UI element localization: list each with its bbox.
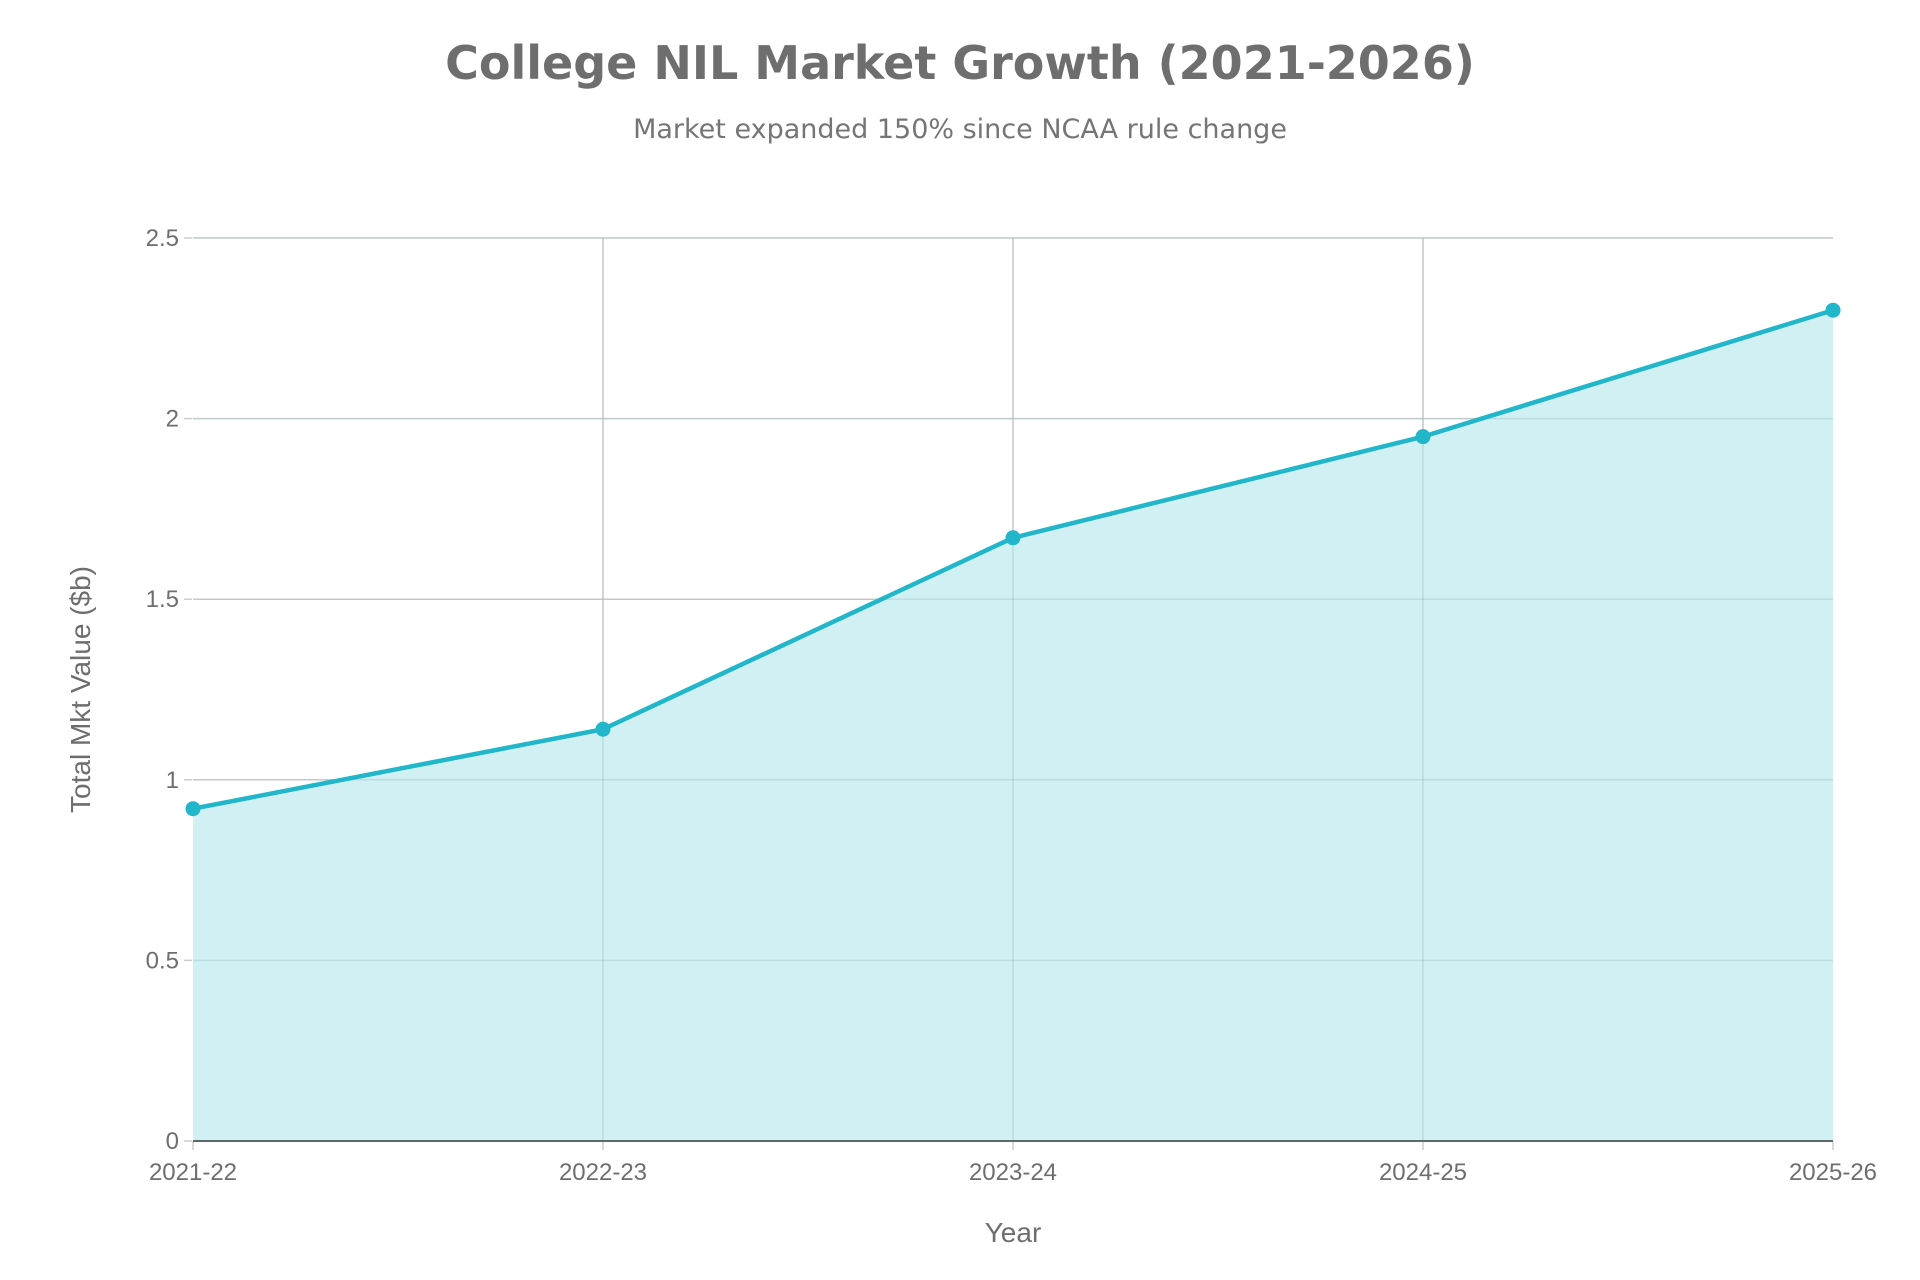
x-tick-label: 2021-22 bbox=[149, 1159, 237, 1186]
data-point-marker bbox=[1825, 302, 1841, 318]
y-axis-title: Total Mkt Value ($b) bbox=[65, 566, 96, 813]
y-tick-label: 2.5 bbox=[146, 225, 179, 252]
x-tick-label: 2023-24 bbox=[969, 1159, 1057, 1186]
chart-subtitle: Market expanded 150% since NCAA rule cha… bbox=[633, 114, 1287, 145]
y-tick-label: 1 bbox=[166, 767, 179, 794]
data-point-marker bbox=[595, 721, 611, 737]
y-tick-label: 2 bbox=[166, 406, 179, 433]
x-tick-label: 2022-23 bbox=[559, 1159, 647, 1186]
tick-labels: 0 0.5 1 1.5 2 2.5 2021-22 2022-23 2023-24 2024-25… bbox=[146, 225, 1877, 1186]
area-fill bbox=[193, 310, 1833, 1141]
data-point-marker bbox=[1415, 429, 1431, 445]
y-tick-label: 1.5 bbox=[146, 586, 179, 613]
y-tick-label: 0.5 bbox=[146, 947, 179, 974]
area-fill-layer bbox=[193, 237, 1833, 1141]
y-tick-label: 0 bbox=[166, 1128, 179, 1155]
data-point-marker bbox=[1005, 530, 1021, 546]
chart-title: College NIL Market Growth (2021-2026) bbox=[445, 36, 1475, 90]
axes bbox=[184, 237, 1834, 1150]
x-axis-title: Year bbox=[985, 1217, 1042, 1248]
x-tick-label: 2025-26 bbox=[1789, 1159, 1877, 1186]
data-point-marker bbox=[185, 801, 201, 817]
x-tick-label: 2024-25 bbox=[1379, 1159, 1467, 1186]
data-markers bbox=[185, 302, 1841, 817]
